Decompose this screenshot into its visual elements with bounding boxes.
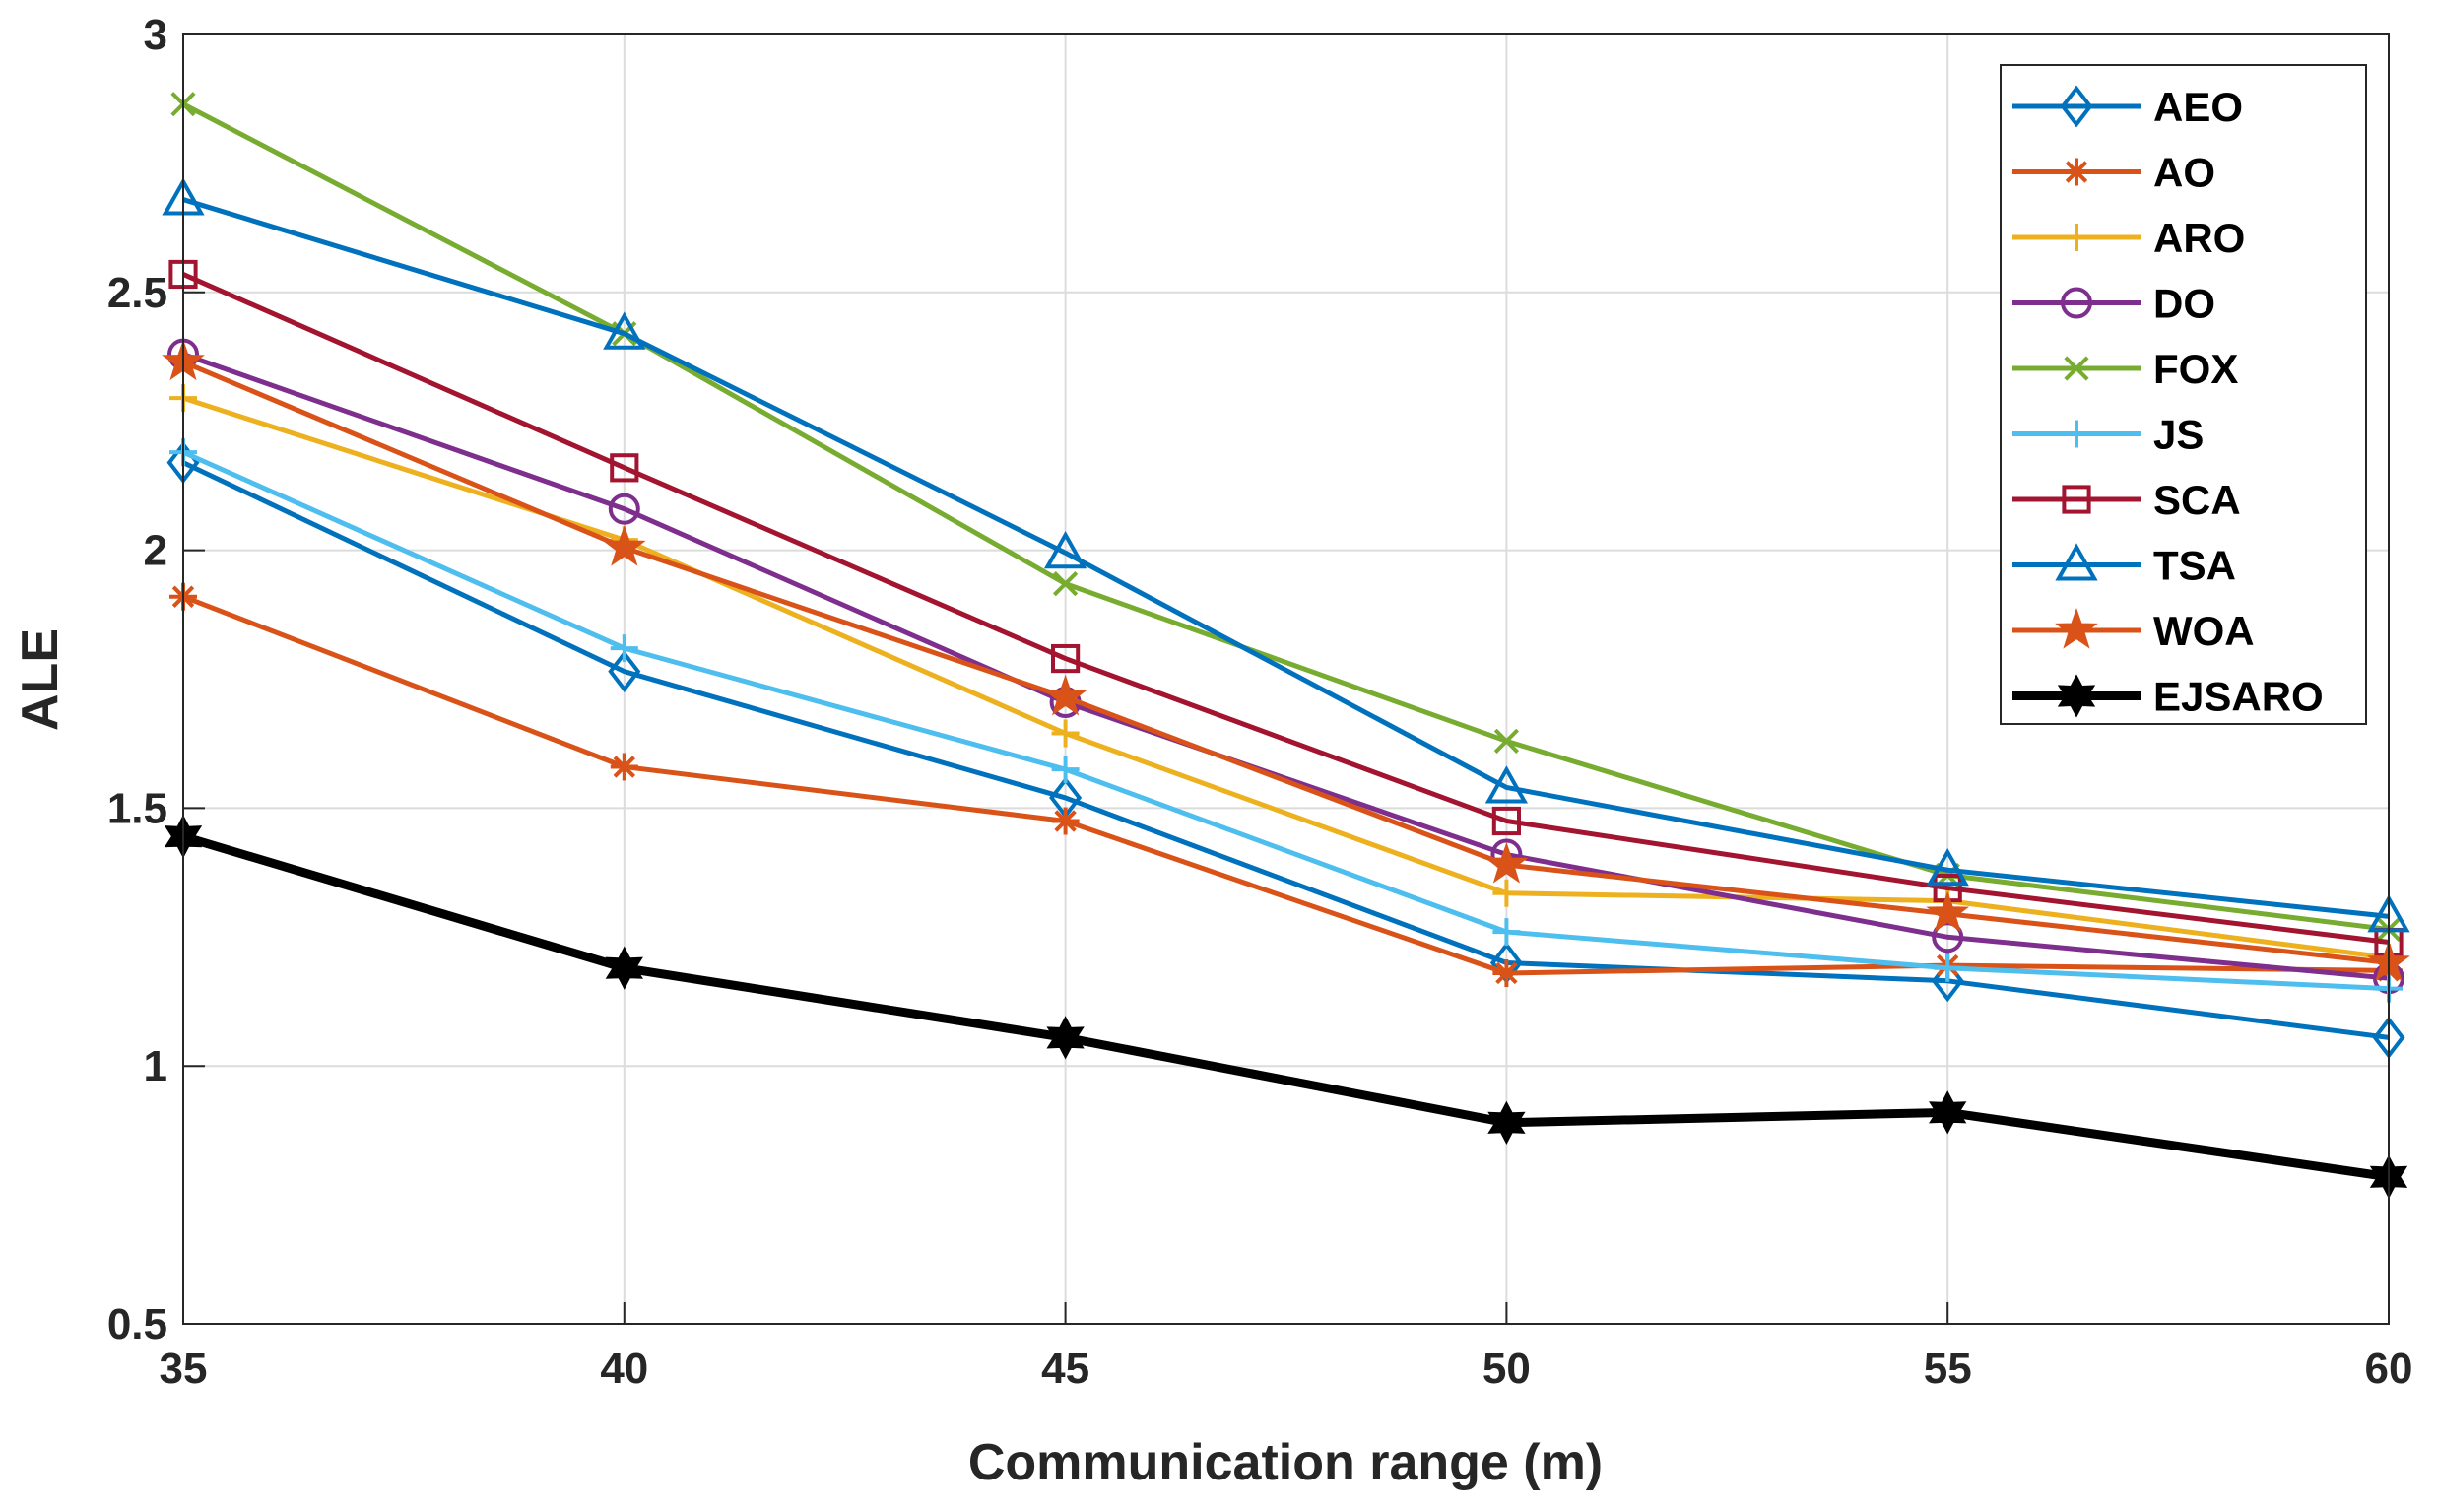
legend-item-fox: FOX <box>2012 346 2238 392</box>
data-point-sca <box>1491 806 1522 836</box>
legend-label-ao: AO <box>2153 150 2215 196</box>
plot-frame <box>182 33 2390 1325</box>
legend-label-do: DO <box>2153 281 2215 327</box>
data-point-tsa <box>1043 530 1087 569</box>
legend-item-ao: AO <box>2012 150 2215 196</box>
data-point-woa <box>1926 890 1970 933</box>
series-line-sca <box>181 272 2390 946</box>
data-point-do <box>608 493 640 525</box>
legend-marker-woa <box>2055 607 2098 649</box>
legend: AEO AO ARO DO FOX JS SCA TSA WOA EJSARO <box>2000 64 2367 725</box>
x-tick-label: 35 <box>160 1345 208 1393</box>
x-axis-label: Communication range (m) <box>968 1434 1603 1491</box>
legend-marker-js <box>2063 420 2090 448</box>
data-point-ejsaro <box>1929 1090 1967 1135</box>
x-tick-label: 45 <box>1041 1345 1089 1393</box>
data-point-tsa <box>1926 847 1969 887</box>
series-line-ao <box>182 594 2390 976</box>
legend-marker-do <box>2061 287 2092 319</box>
data-point-fox <box>1493 728 1520 754</box>
series-line-ejsaro <box>181 831 2390 1182</box>
data-point-ejsaro <box>605 946 643 990</box>
legend-item-do: DO <box>2012 281 2215 327</box>
legend-label-aro: ARO <box>2153 215 2245 261</box>
data-point-ao <box>1492 958 1521 987</box>
tick-labels: 35 40 45 50 55 60 0.5 1 1.5 2 2.5 3 <box>107 11 2413 1393</box>
legend-label-woa: WOA <box>2153 608 2255 654</box>
data-point-sca <box>1051 643 1081 674</box>
data-point-sca <box>610 453 639 483</box>
data-point-aeo <box>608 650 641 693</box>
data-point-js <box>1051 756 1080 784</box>
legend-label-aeo: AEO <box>2153 84 2243 130</box>
legend-item-aeo: AEO <box>2012 84 2243 130</box>
y-tick-label: 1.5 <box>107 784 167 832</box>
legend-item-woa: WOA <box>2012 607 2255 654</box>
data-point-woa <box>1043 674 1087 716</box>
y-tick-label: 2.5 <box>107 269 167 317</box>
data-point-aro <box>1492 879 1521 907</box>
data-point-tsa <box>603 311 646 350</box>
x-tick-label: 50 <box>1482 1345 1531 1393</box>
legend-label-tsa: TSA <box>2153 543 2236 589</box>
data-point-do <box>1932 921 1964 953</box>
legend-item-js: JS <box>2012 412 2204 458</box>
data-point-tsa <box>1484 765 1529 804</box>
data-point-aro <box>1051 719 1080 748</box>
y-axis-label: ALE <box>12 628 69 731</box>
x-tick-label: 60 <box>2365 1345 2413 1393</box>
x-tick-label: 40 <box>600 1345 648 1393</box>
y-tick-label: 3 <box>144 11 167 59</box>
legend-marker-aro <box>2063 224 2090 251</box>
data-point-js <box>1934 953 1962 982</box>
legend-item-ejsaro: EJSARO <box>2012 674 2324 720</box>
legend-marker-sca <box>2062 485 2091 514</box>
series-line-aeo <box>181 460 2390 1040</box>
series-tsa <box>162 177 2410 933</box>
legend-item-sca: SCA <box>2012 477 2241 523</box>
series-line-js <box>181 449 2390 992</box>
y-tick-label: 1 <box>144 1042 167 1090</box>
legend-box <box>2000 64 2367 725</box>
legend-item-tsa: TSA <box>2012 543 2236 589</box>
y-tick-label: 0.5 <box>107 1300 167 1348</box>
legend-item-aro: ARO <box>2012 215 2245 261</box>
y-tick-label: 2 <box>144 527 167 575</box>
data-point-woa <box>602 524 646 566</box>
series-line-tsa <box>182 197 2390 919</box>
legend-marker-tsa <box>2055 543 2098 581</box>
legend-label-sca: SCA <box>2153 477 2241 523</box>
data-point-ejsaro <box>1046 1016 1085 1060</box>
legend-label-js: JS <box>2153 412 2204 458</box>
legend-marker-fox <box>2064 356 2089 381</box>
data-point-fox <box>1052 571 1079 597</box>
data-point-ao <box>610 753 638 781</box>
legend-marker-aeo <box>2060 85 2093 128</box>
legend-label-ejsaro: EJSARO <box>2153 674 2324 720</box>
series-line-fox <box>181 101 2390 932</box>
series-group <box>162 92 2410 1199</box>
data-point-ao <box>1051 807 1080 835</box>
data-point-js <box>1492 918 1521 947</box>
data-point-ejsaro <box>1487 1100 1526 1145</box>
legend-label-fox: FOX <box>2153 346 2238 392</box>
data-point-woa <box>1484 841 1529 884</box>
legend-marker-ao <box>2063 158 2090 186</box>
legend-marker-ejsaro <box>2057 674 2096 718</box>
x-tick-label: 55 <box>1924 1345 1972 1393</box>
data-point-js <box>610 634 638 663</box>
series-line-woa <box>182 360 2390 965</box>
